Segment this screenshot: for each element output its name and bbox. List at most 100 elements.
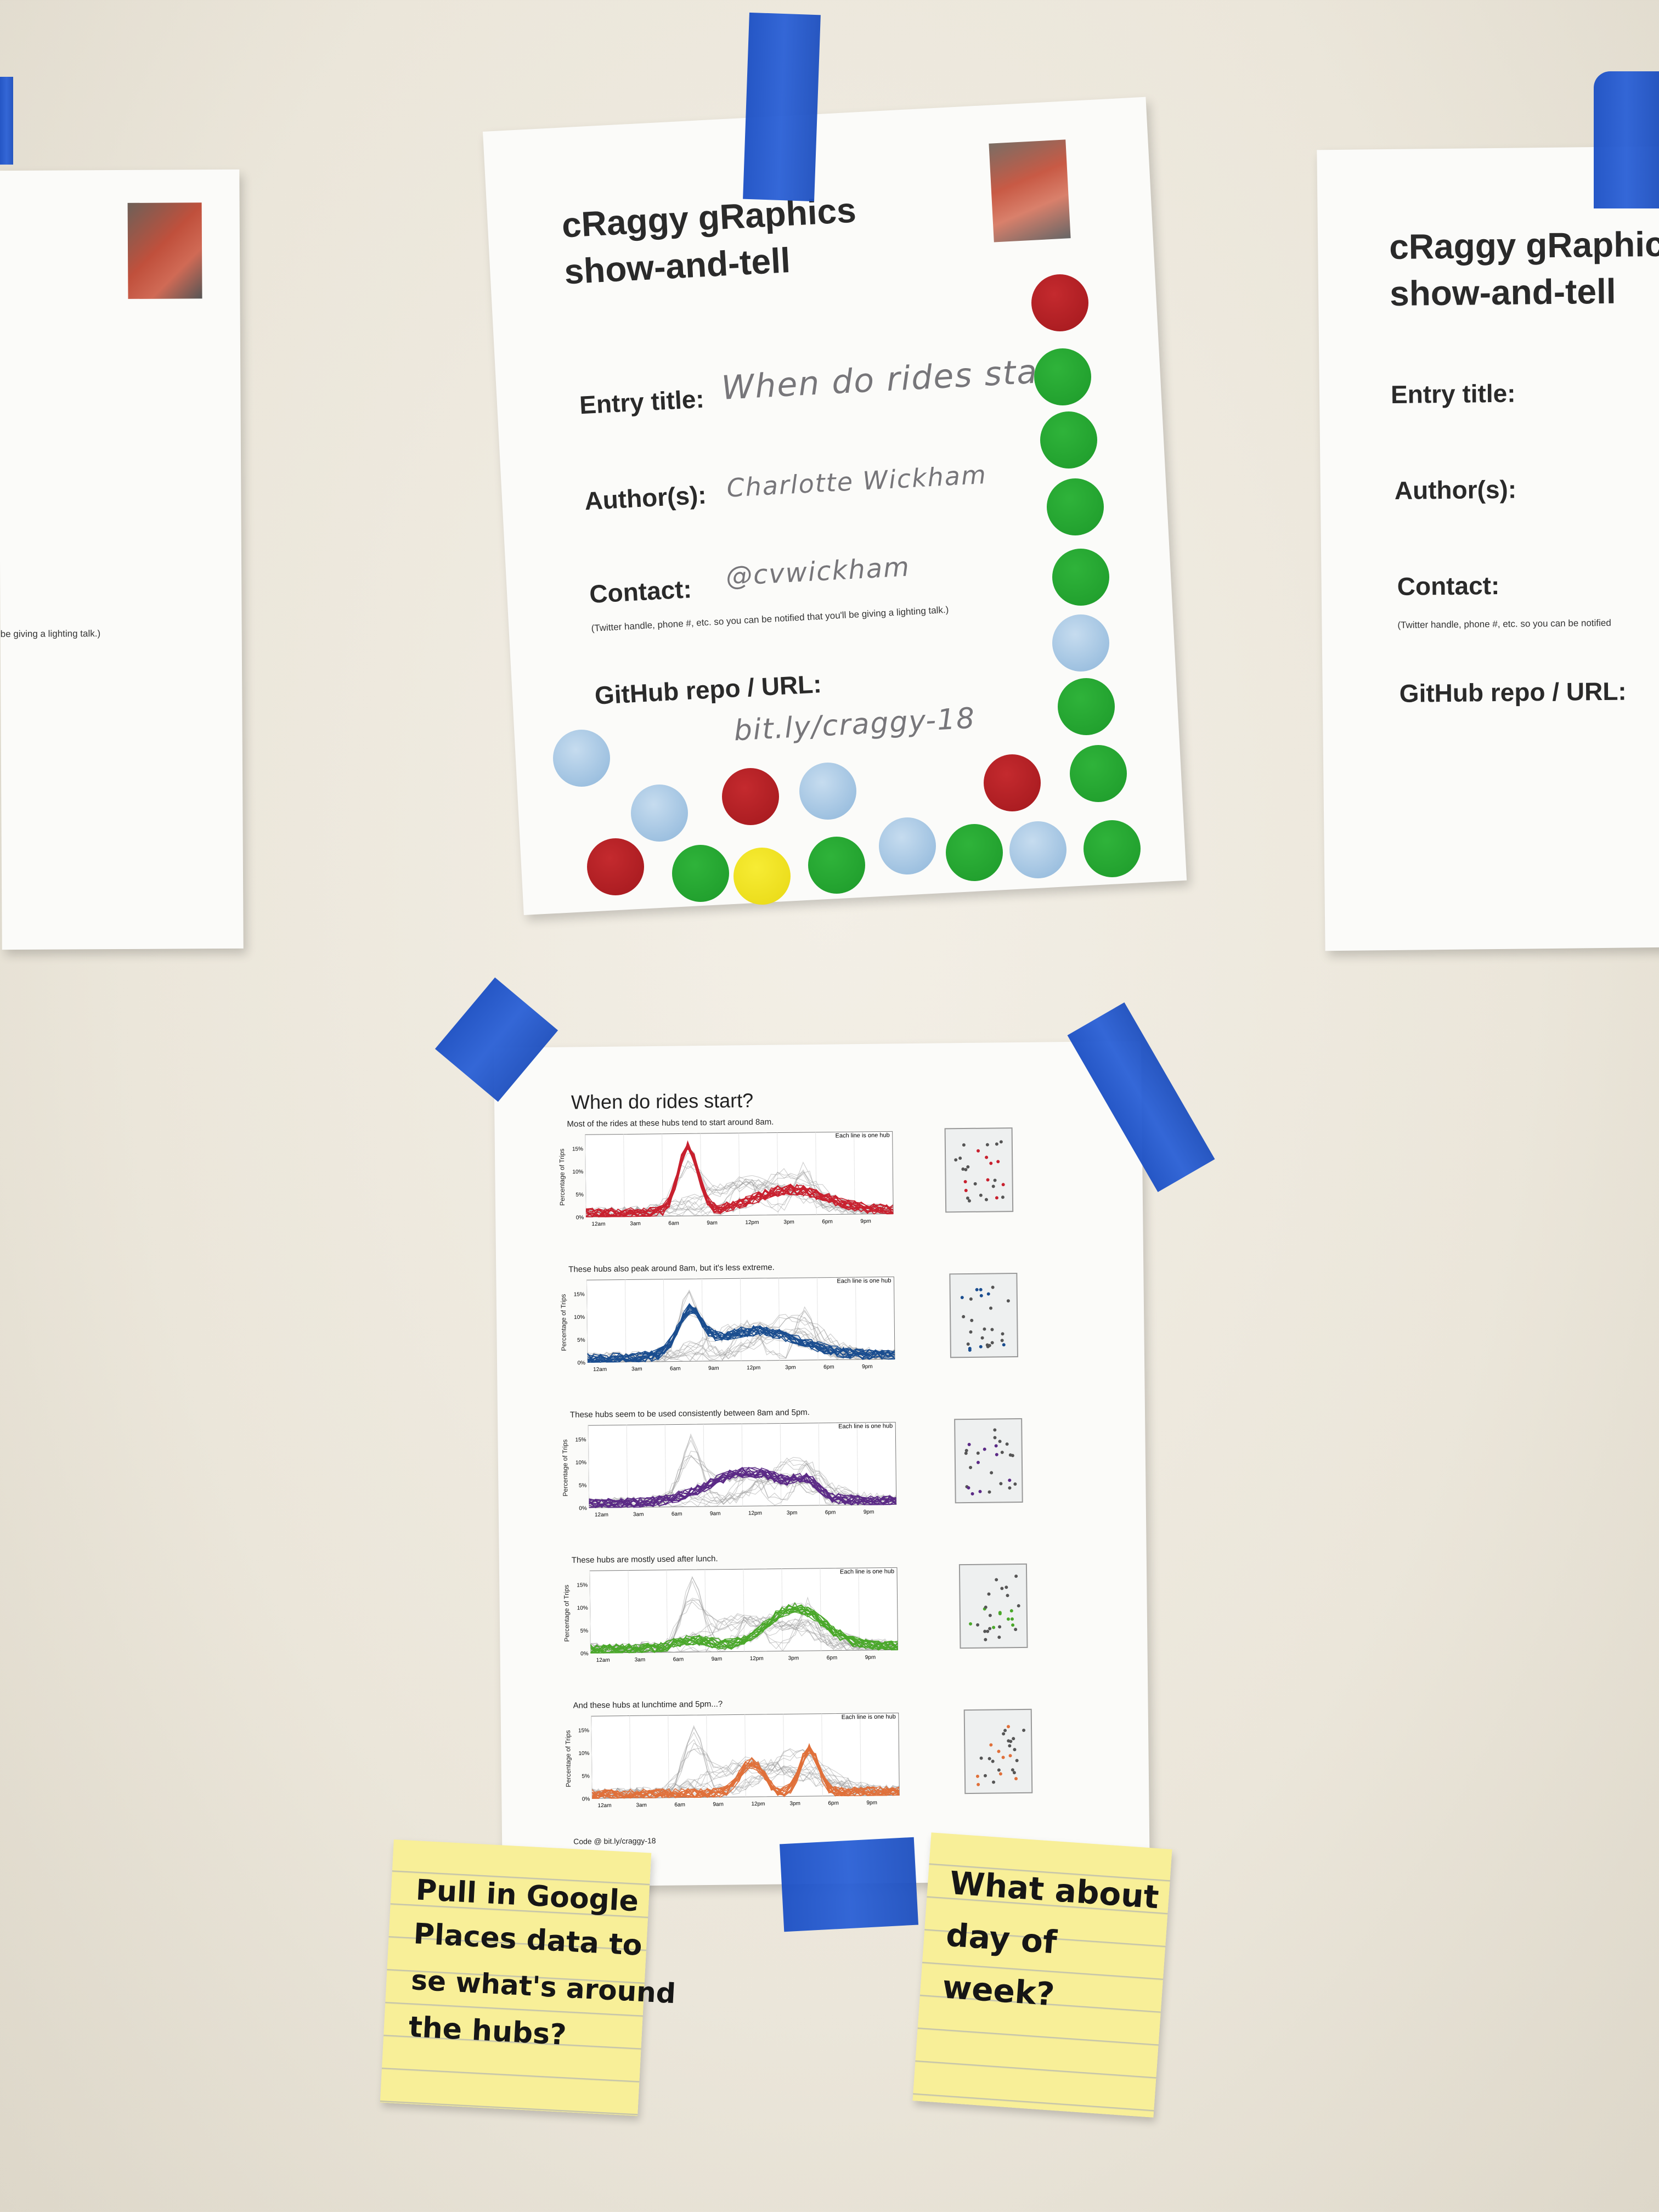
hub-line (585, 1146, 894, 1217)
map-point (991, 1184, 995, 1188)
right-tape (1594, 71, 1659, 208)
map-point (966, 1486, 970, 1489)
map-point (987, 1592, 991, 1596)
map-point (998, 1612, 1002, 1616)
xtick-label: 9am (712, 1656, 723, 1662)
map-point (1007, 1724, 1011, 1728)
map-point (999, 1482, 1003, 1486)
map-point (986, 1629, 990, 1633)
xtick-label: 12am (596, 1657, 610, 1663)
left-sign-sheet: be giving a lighting talk.) (0, 169, 244, 950)
sticky-right-line3: week? (941, 1968, 1056, 2013)
map-point (966, 1196, 969, 1200)
map-point (986, 1178, 990, 1182)
hub-line (590, 1604, 898, 1654)
entry-title-label: Entry title: (578, 384, 705, 420)
hub-line (587, 1303, 895, 1363)
map-point (1022, 1728, 1025, 1732)
hub-line (589, 1470, 896, 1508)
hub-line (590, 1602, 898, 1654)
map-point (964, 1167, 968, 1171)
hub-line (590, 1598, 898, 1654)
map-point (958, 1156, 962, 1160)
map-point (989, 1613, 992, 1617)
sticker-dot (1070, 745, 1127, 802)
map-point (993, 1428, 997, 1432)
xtick-label: 9am (707, 1220, 718, 1226)
sticker-dot (984, 754, 1041, 811)
map-point (976, 1623, 980, 1627)
hub-line (585, 1165, 894, 1217)
ytick-label: 15% (577, 1582, 588, 1588)
panel-note: Each line is one hub (838, 1423, 893, 1430)
xtick-label: 6pm (823, 1364, 834, 1370)
xtick-label: 3am (631, 1366, 642, 1372)
sticky-left-line2: Places data to (413, 1917, 644, 1962)
xtick-label: 12pm (751, 1801, 765, 1807)
sticky-left-line1: Pull in Google (415, 1874, 640, 1918)
contact-note: (Twitter handle, phone #, etc. so you ca… (591, 604, 949, 634)
panel-note: Each line is one hub (840, 1568, 894, 1575)
xtick-label: 3pm (788, 1655, 799, 1661)
xtick-label: 6am (668, 1220, 679, 1226)
panel-caption: These hubs are mostly used after lunch. (571, 1554, 718, 1565)
xtick-label: 9pm (864, 1509, 874, 1515)
map-point (1006, 1299, 1010, 1303)
hub-line (588, 1314, 895, 1363)
right-github-label: GitHub repo / URL: (1399, 676, 1627, 708)
sticker-dot (799, 763, 856, 820)
hub-line (587, 1314, 895, 1362)
contact-value: @cvwickham (725, 551, 911, 592)
hub-line (590, 1616, 898, 1654)
xtick-label: 9pm (866, 1800, 877, 1806)
map-point (983, 1327, 986, 1331)
map-point (969, 1297, 973, 1301)
xtick-label: 3pm (785, 1364, 796, 1370)
map-point (983, 1638, 987, 1641)
sticker-dot (1047, 478, 1104, 535)
panel-chart: 15% 10% 5% 0% 12am 3am 6am 9am 12pm 3pm 6pm 9pm Each… (563, 1417, 905, 1521)
xtick-label: 9am (708, 1365, 719, 1372)
map-point (967, 1442, 971, 1446)
github-value: bit.ly/craggy-18 (733, 702, 977, 748)
ytick-label: 10% (572, 1169, 583, 1175)
map-point (986, 1143, 990, 1147)
sheet-photo (127, 202, 202, 299)
xtick-label: 12pm (748, 1510, 762, 1516)
sticker-dot (1034, 348, 1091, 405)
hub-line (590, 1609, 899, 1654)
ytick-label: 15% (578, 1728, 589, 1734)
entry-title-value: When do rides start? (720, 350, 1086, 408)
map-point (983, 1447, 986, 1451)
map-point (997, 1635, 1001, 1639)
map-point (989, 1471, 994, 1475)
hub-line (589, 1463, 897, 1508)
right-entry-label: Entry title: (1390, 379, 1516, 409)
map-point (964, 1451, 968, 1455)
panel-map (954, 1418, 1023, 1504)
map-point (961, 1315, 965, 1319)
sticky-note-right: What about day of week? (912, 1832, 1172, 2118)
map-point (976, 1460, 980, 1464)
right-title-line2: show-and-tell (1389, 271, 1616, 314)
map-point (1015, 1759, 1019, 1763)
panel-map (949, 1273, 1018, 1358)
ytick-label: 5% (582, 1774, 590, 1780)
map-point (997, 1768, 1001, 1772)
map-point (979, 1194, 983, 1198)
map-point (998, 1625, 1002, 1629)
xtick-label: 12am (591, 1221, 605, 1227)
panel-map (944, 1127, 1014, 1213)
map-point (1011, 1453, 1015, 1457)
panel-map (958, 1563, 1028, 1649)
xtick-label: 12pm (745, 1220, 759, 1226)
poster-tape-bottom (779, 1837, 919, 1932)
hub-line (590, 1606, 898, 1654)
panel-note: Each line is one hub (842, 1713, 896, 1720)
map-point (979, 1288, 983, 1291)
right-contact-note: (Twitter handle, phone #, etc. so you ca… (1397, 617, 1611, 630)
map-point (961, 1296, 964, 1300)
xtick-label: 3am (633, 1511, 644, 1517)
hub-line (592, 1749, 900, 1799)
map-point (1009, 1740, 1013, 1743)
